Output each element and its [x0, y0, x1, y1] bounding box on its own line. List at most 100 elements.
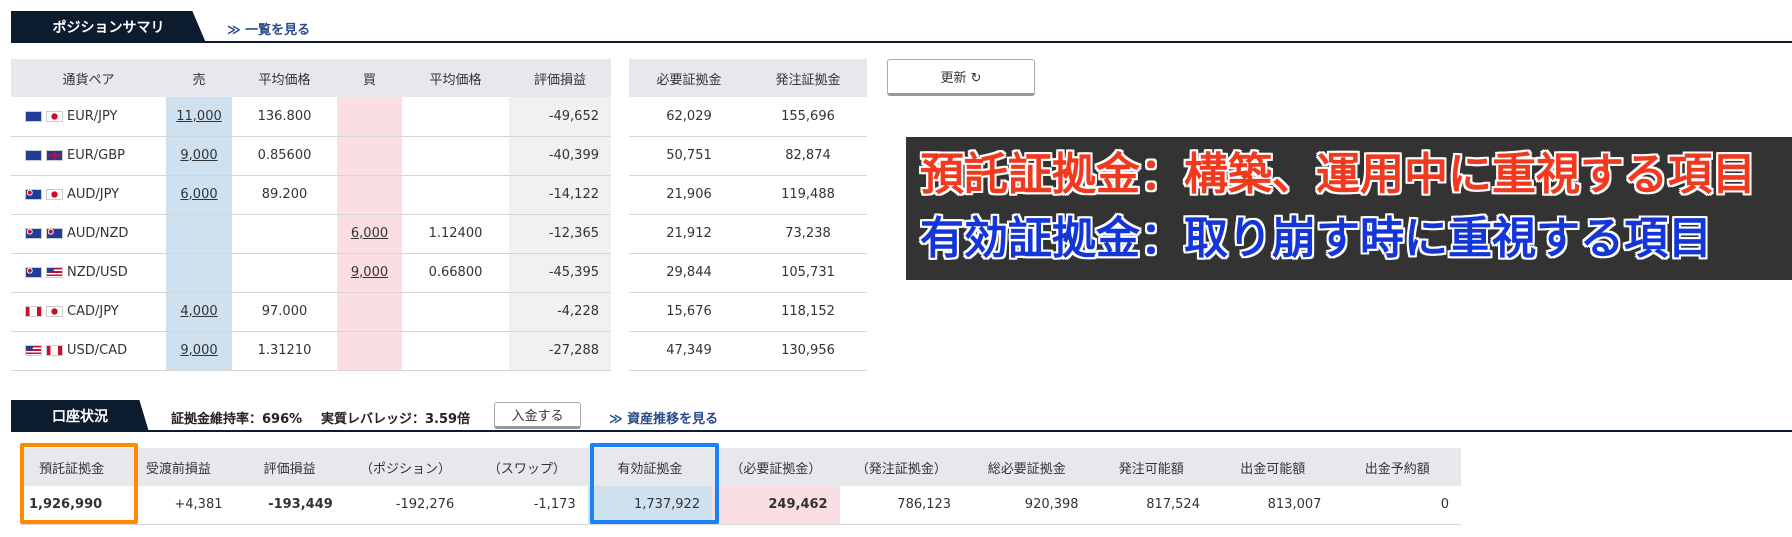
- buy-cell: 9,000: [337, 253, 402, 293]
- account-value: 0: [1333, 486, 1461, 525]
- sell-cell: 9,000: [166, 136, 232, 176]
- buy-avg-price: [402, 292, 509, 332]
- sell-cell: 4,000: [166, 292, 232, 332]
- margin-row: 15,676 118,152: [629, 292, 867, 332]
- position-table: 通貨ペア売平均価格買平均価格 評価損益 EUR/JPY 11,000 136.800 -4…: [11, 59, 611, 371]
- pair-cell: AUD/NZD: [11, 214, 166, 254]
- account-column-header: （ポジション）: [344, 448, 467, 486]
- asset-history-link[interactable]: ≫ 資産推移を見る: [609, 412, 719, 427]
- required-margin: 50,751: [629, 136, 749, 176]
- order-margin: 82,874: [749, 136, 867, 176]
- column-header: 評価損益: [509, 59, 611, 97]
- flag-us-icon: [46, 267, 63, 278]
- account-value: 249,462: [712, 486, 840, 525]
- sell-cell: 6,000: [166, 175, 232, 215]
- flag-au-icon: [25, 228, 42, 239]
- sell-cell: [166, 214, 232, 254]
- column-header: 平均価格: [232, 59, 337, 97]
- sell-avg-price: 97.000: [232, 292, 337, 332]
- sell-cell: [166, 253, 232, 293]
- unrealized-pnl: -27,288: [509, 331, 611, 371]
- annotation-line-deposit: 預託証拠金：構築、運用中に重視する項目: [920, 149, 1756, 200]
- pair-cell: EUR/JPY: [11, 97, 166, 137]
- buy-avg-price: [402, 97, 509, 137]
- unrealized-pnl: -4,228: [509, 292, 611, 332]
- column-header: 平均価格: [402, 59, 509, 97]
- refresh-button[interactable]: 更新 ↻: [887, 59, 1035, 96]
- sell-amount-link[interactable]: 6,000: [180, 187, 218, 202]
- pair-name: EUR/GBP: [67, 148, 125, 163]
- sell-amount-link[interactable]: 9,000: [180, 343, 218, 358]
- buy-avg-price: 1.12400: [402, 214, 509, 254]
- column-header: 必要証拠金: [629, 59, 749, 97]
- position-summary-header: ポジションサマリ ≫ 一覧を見る: [11, 11, 1792, 43]
- margin-row: 50,751 82,874: [629, 136, 867, 176]
- buy-cell: 6,000: [337, 214, 402, 254]
- pair-name: EUR/JPY: [67, 108, 118, 124]
- position-row: USD/CAD 9,000 1.31210 -27,288: [11, 331, 611, 371]
- pair-cell: CAD/JPY: [11, 292, 166, 332]
- sell-avg-price: 136.800: [232, 97, 337, 137]
- position-row: NZD/USD 9,000 0.66800 -45,395: [11, 253, 611, 293]
- pair-cell: AUD/JPY: [11, 175, 166, 215]
- account-column-header: 発注可能額: [1090, 448, 1212, 486]
- column-header: 通貨ペア: [11, 59, 166, 97]
- account-column-header: 総必要証拠金: [963, 448, 1091, 486]
- flag-jp-icon: [46, 110, 63, 122]
- account-value: -1,173: [466, 486, 588, 525]
- buy-cell: [337, 97, 402, 137]
- position-summary-tab[interactable]: ポジションサマリ: [11, 11, 206, 43]
- account-column-header: （スワップ）: [466, 448, 588, 486]
- margin-row: 47,349 130,956: [629, 331, 867, 371]
- account-value: 920,398: [963, 486, 1091, 525]
- required-margin: 15,676: [629, 292, 749, 332]
- account-table: 預託証拠金 受渡前損益 評価損益 （ポジション） （スワップ） 有効証拠金 （必要証拠金）（…: [21, 448, 1461, 525]
- position-row: CAD/JPY 4,000 97.000 -4,228: [11, 292, 611, 332]
- annotation-line-effective: 有効証拠金：取り崩す時に重視する項目: [920, 213, 1712, 264]
- buy-amount-link[interactable]: 9,000: [350, 265, 389, 280]
- account-column-header: 受渡前損益: [122, 448, 235, 486]
- unrealized-pnl: -14,122: [509, 175, 611, 215]
- account-value: +4,381: [122, 486, 235, 525]
- sell-avg-price: [232, 253, 337, 293]
- account-value: -193,449: [234, 486, 345, 525]
- buy-amount-link[interactable]: 6,000: [350, 226, 389, 241]
- deposit-button[interactable]: 入金する: [494, 402, 581, 429]
- flag-us-icon: [25, 345, 42, 356]
- sell-amount-link[interactable]: 4,000: [180, 304, 218, 319]
- effective-leverage: 実質レバレッジ：3.59倍: [321, 412, 471, 427]
- pair-cell: EUR/GBP: [11, 136, 166, 176]
- view-all-link[interactable]: ≫ 一覧を見る: [227, 23, 311, 38]
- account-value: 786,123: [839, 486, 964, 525]
- account-tab[interactable]: 口座状況: [11, 400, 149, 432]
- required-margin: 47,349: [629, 331, 749, 371]
- position-row: AUD/JPY 6,000 89.200 -14,122: [11, 175, 611, 215]
- column-header: 買: [337, 59, 402, 97]
- pair-name: AUD/JPY: [67, 187, 120, 202]
- order-margin: 130,956: [749, 331, 867, 371]
- unrealized-pnl: -45,395: [509, 253, 611, 293]
- position-row: AUD/NZD 6,000 1.12400 -12,365: [11, 214, 611, 254]
- flag-eu-icon: [25, 110, 42, 122]
- account-value: -192,276: [344, 486, 467, 525]
- flag-jp-icon: [46, 189, 63, 200]
- column-header: 売: [166, 59, 232, 97]
- flag-ca-icon: [46, 345, 63, 356]
- pair-name: AUD/NZD: [67, 226, 129, 241]
- account-value: 817,524: [1090, 486, 1212, 525]
- account-value: 1,926,990: [21, 486, 123, 525]
- required-margin: 21,906: [629, 175, 749, 215]
- order-margin: 118,152: [749, 292, 867, 332]
- margin-row: 62,029 155,696: [629, 97, 867, 137]
- sell-amount-link[interactable]: 9,000: [180, 148, 218, 163]
- order-margin: 155,696: [749, 97, 867, 137]
- sell-avg-price: 1.31210: [232, 331, 337, 371]
- account-value: 813,007: [1211, 486, 1334, 525]
- required-margin: 21,912: [629, 214, 749, 254]
- required-margin: 29,844: [629, 253, 749, 293]
- order-margin: 105,731: [749, 253, 867, 293]
- annotation-box: 預託証拠金：構築、運用中に重視する項目 有効証拠金：取り崩す時に重視する項目: [906, 137, 1792, 280]
- buy-cell: [337, 175, 402, 215]
- sell-amount-link[interactable]: 11,000: [176, 108, 222, 124]
- account-column-header: 預託証拠金: [21, 448, 123, 486]
